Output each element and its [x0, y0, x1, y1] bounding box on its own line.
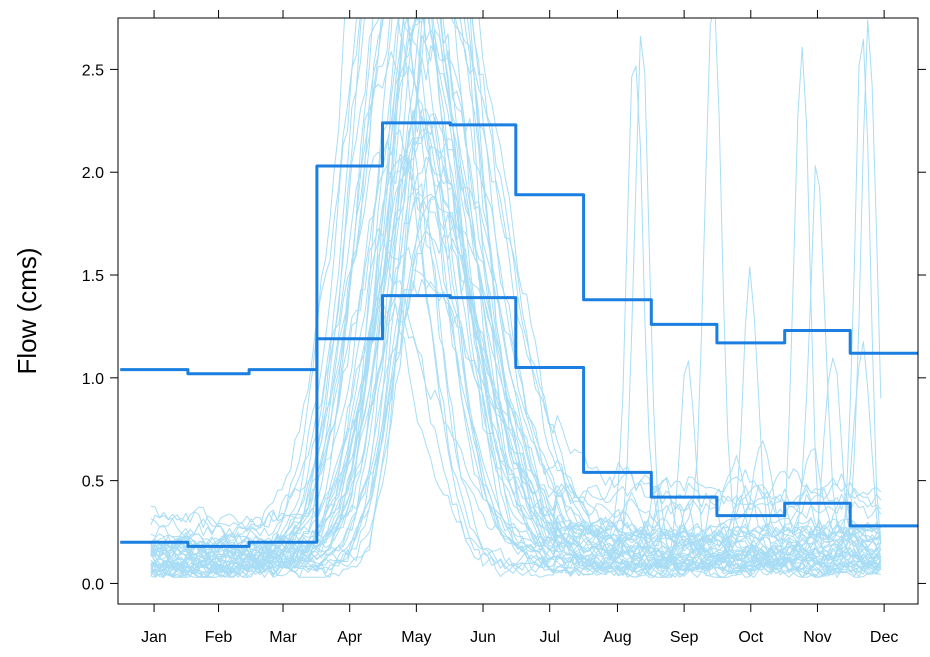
chart-axes: Jan Feb Mar Apr May Jun Jul Aug Sep Oct Nov Dec 0.0 0…: [82, 10, 926, 646]
x-tick-label: Dec: [870, 629, 898, 646]
x-tick-label: Nov: [803, 629, 831, 646]
x-tick-label: Sep: [670, 629, 699, 646]
summary-line-upper: [120, 121, 918, 376]
y-tick-label: 1.0: [82, 371, 104, 388]
x-tick-label: Aug: [603, 629, 631, 646]
y-tick-label: 2.0: [82, 165, 104, 182]
x-tick-label: May: [401, 629, 431, 646]
x-tick-label: Apr: [337, 629, 363, 646]
monthly-summary-lines: [120, 121, 918, 548]
x-tick-label: Feb: [205, 629, 233, 646]
daily-flow-trace: [150, 18, 882, 538]
daily-flow-trace: [150, 165, 882, 562]
x-tick-label: Jul: [539, 629, 559, 646]
daily-flow-trace: [150, 108, 881, 578]
x-tick-label: Mar: [269, 629, 297, 646]
y-axis-label: Flow (cms): [12, 247, 42, 374]
plot-frame: [117, 17, 919, 605]
y-tick-label: 0.0: [82, 576, 104, 593]
x-tick-label: Jan: [141, 629, 167, 646]
x-tick-label: Oct: [738, 629, 763, 646]
daily-flow-traces: [150, 18, 882, 578]
daily-flow-trace: [150, 18, 882, 567]
y-tick-label: 0.5: [82, 474, 104, 491]
y-tick-label: 2.5: [82, 62, 104, 79]
daily-flow-trace: [150, 18, 882, 542]
y-tick-label: 1.5: [82, 268, 104, 285]
daily-flow-trace: [150, 51, 882, 539]
daily-flow-trace: [150, 113, 882, 563]
daily-flow-trace: [150, 181, 881, 578]
daily-flow-trace: [150, 18, 882, 578]
x-tick-label: Jun: [470, 629, 496, 646]
summary-line-lower: [120, 294, 918, 548]
